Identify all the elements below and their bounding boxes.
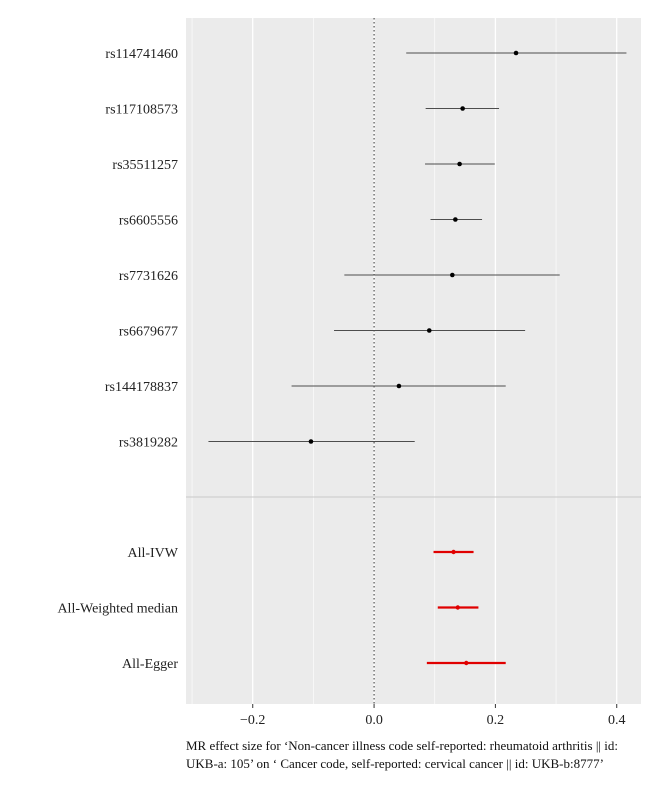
summary-row [426, 660, 506, 666]
x-tick-label: 0.0 [365, 713, 383, 728]
x-axis-title: MR effect size for ‘Non-cancer illness c… [186, 738, 619, 771]
row-label: All-IVW [127, 546, 178, 561]
row-label: rs3819282 [119, 436, 178, 451]
plot-panel [186, 18, 641, 704]
snp-row [430, 217, 483, 222]
x-tick-label: 0.2 [487, 713, 505, 728]
row-label: rs144178837 [105, 380, 178, 395]
point-estimate [457, 161, 462, 167]
row-label: rs6605556 [119, 214, 178, 229]
row-label: rs117108573 [105, 103, 178, 118]
gridlines [191, 18, 618, 704]
point-estimate [451, 549, 456, 555]
point-estimate [453, 217, 458, 222]
summary-row [433, 549, 474, 555]
snp-row [425, 161, 495, 167]
snp-row [291, 383, 506, 389]
x-axis-ticks: −0.2 0.0 0.2 0.4 [240, 704, 625, 728]
point-estimate [455, 605, 460, 610]
point-estimate [308, 439, 314, 444]
snp-row [406, 50, 627, 56]
point-estimate [450, 272, 455, 278]
row-label: All-Egger [122, 657, 178, 672]
x-tick-label: 0.4 [608, 713, 626, 728]
row-label: rs35511257 [112, 158, 178, 173]
point-estimate [426, 328, 432, 333]
effect-rows [208, 50, 627, 666]
x-tick-label: −0.2 [240, 713, 265, 728]
point-estimate [396, 383, 402, 389]
snp-row [344, 272, 560, 278]
snp-row [334, 328, 526, 333]
row-label: rs6679677 [119, 325, 178, 340]
row-label: All-Weighted median [57, 602, 178, 617]
point-estimate [513, 50, 519, 56]
row-label: rs114741460 [105, 47, 178, 62]
summary-row [437, 605, 479, 610]
point-estimate [460, 106, 465, 111]
snp-row [208, 439, 415, 444]
y-axis-labels: rs114741460 rs117108573 rs35511257 rs660555… [57, 47, 178, 672]
point-estimate [464, 660, 469, 666]
snp-row [425, 106, 500, 111]
row-label: rs7731626 [119, 269, 178, 284]
